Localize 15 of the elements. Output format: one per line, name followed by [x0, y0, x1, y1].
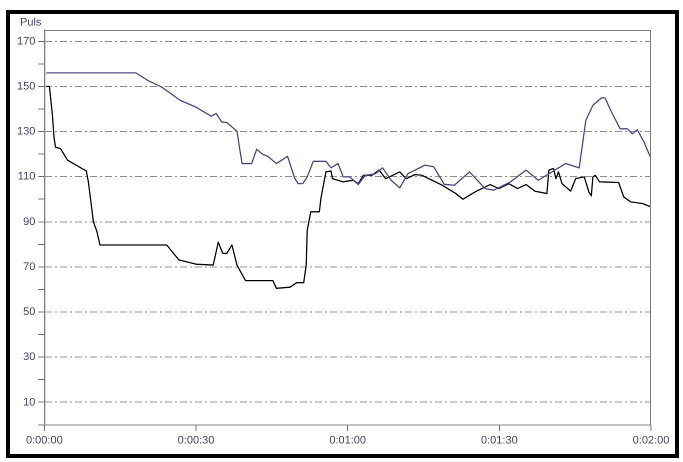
- x-tick-label: 0:01:00: [329, 434, 366, 446]
- y-tick-label: 30: [23, 351, 36, 364]
- x-tick-label: 0:00:00: [26, 434, 63, 446]
- x-tick-label: 0:02:00: [632, 434, 670, 446]
- y-tick-label: 150: [16, 80, 36, 92]
- y-tick-label: 110: [18, 170, 36, 183]
- y-axis-title: Puls: [20, 16, 42, 29]
- y-tick-label: 170: [16, 35, 36, 48]
- y-tick-label: 70: [23, 260, 36, 273]
- x-tick-label: 0:00:30: [178, 434, 214, 446]
- y-tick-label: 90: [23, 216, 36, 228]
- y-tick-label: 130: [16, 126, 36, 138]
- y-tick-label: 10: [23, 396, 36, 408]
- x-tick-label: 0:01:30: [480, 434, 518, 446]
- y-tick-label: 50: [23, 306, 36, 318]
